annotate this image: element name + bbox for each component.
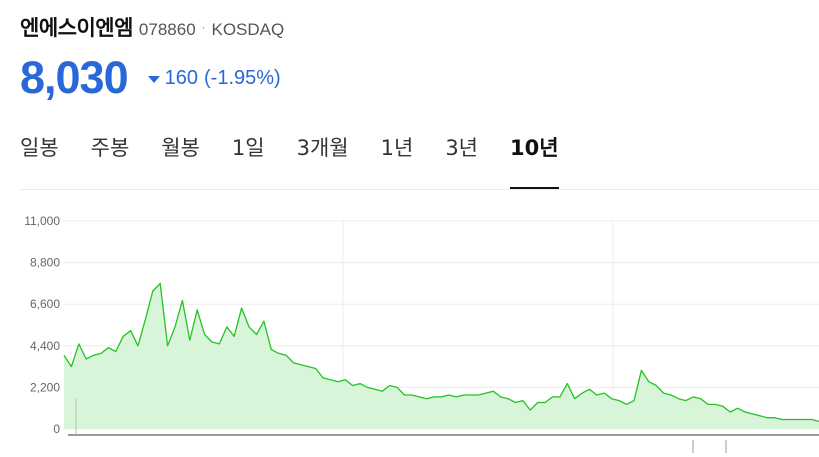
tab-daily[interactable]: 일봉: [20, 136, 59, 160]
price-change-percent: (-1.95%): [204, 66, 281, 89]
tab-3months[interactable]: 3개월: [296, 136, 349, 160]
y-tick-label: 8,800: [30, 256, 60, 270]
tab-1day[interactable]: 1일: [231, 136, 265, 160]
price-change: 160: [164, 66, 198, 89]
tab-3years[interactable]: 3년: [445, 136, 478, 160]
tab-10years[interactable]: 10년: [510, 132, 559, 190]
y-tick-label: 4,400: [30, 339, 60, 353]
y-tick-label: 0: [53, 422, 60, 436]
tab-1year[interactable]: 1년: [380, 136, 414, 160]
quote-row: 8,030 160 (-1.95%): [20, 52, 281, 104]
tab-monthly[interactable]: 월봉: [161, 136, 200, 160]
current-price: 8,030: [20, 52, 129, 103]
tabs-divider: [20, 189, 819, 190]
y-tick-label: 6,600: [30, 297, 60, 311]
stock-name: 엔에스이엔엠: [20, 16, 133, 40]
y-tick-label: 11,000: [24, 214, 60, 228]
separator-dot: ·: [201, 21, 206, 35]
triangle-down-icon: [147, 75, 160, 83]
market-name: KOSDAQ: [211, 20, 285, 39]
y-tick-label: 2,200: [30, 380, 60, 394]
stock-code: 078860: [138, 20, 196, 39]
price-line: [63, 282, 819, 423]
price-chart: 11,000 8,800 6,600 4,400 2,200 0: [24, 214, 819, 453]
period-tabs: 일봉 주봉 월봉 1일 3개월 1년 3년 10년: [20, 132, 591, 190]
price-area: [64, 283, 819, 429]
stock-header: 엔에스이엔엠 078860 · KOSDAQ: [20, 12, 284, 42]
tab-weekly[interactable]: 주봉: [90, 136, 130, 160]
